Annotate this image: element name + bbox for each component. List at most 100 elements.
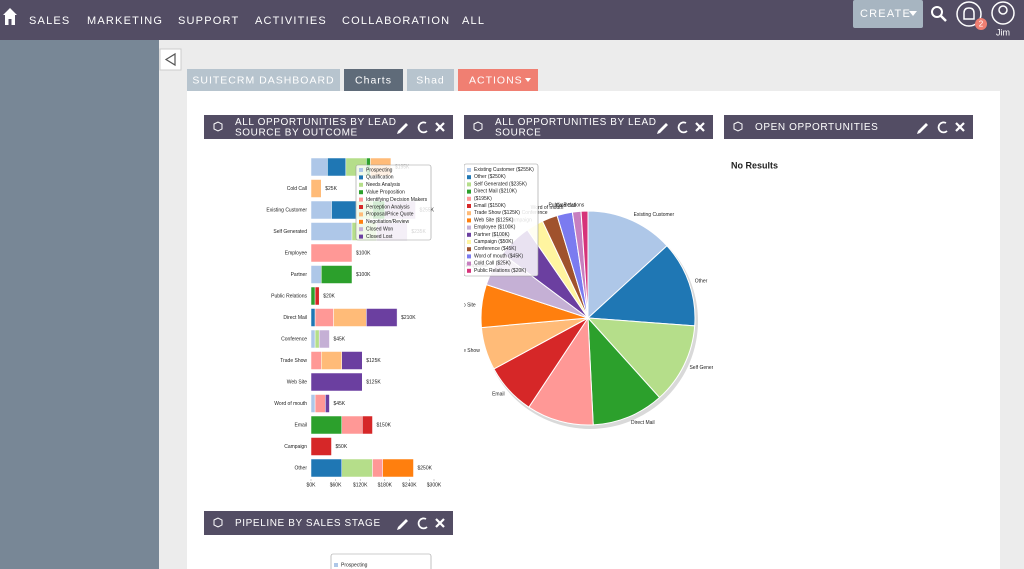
nav-item[interactable]: COLLABORATION	[342, 15, 450, 27]
slice-label: Email	[492, 392, 505, 398]
close-icon[interactable]	[695, 122, 705, 132]
user-icon[interactable]	[991, 1, 1015, 25]
bar-segment	[314, 329, 320, 349]
legend-name: Self Generated	[474, 182, 508, 188]
tab[interactable]	[187, 69, 340, 91]
pie-slice	[586, 317, 696, 399]
x-tick-label: $180K	[378, 482, 393, 488]
tab[interactable]	[344, 69, 403, 91]
refresh-icon[interactable]	[417, 121, 428, 134]
legend-swatch	[467, 254, 471, 259]
nav-item[interactable]: MARKETING	[87, 15, 163, 27]
legend-name: Partner	[474, 232, 491, 238]
bar-segment	[310, 351, 322, 370]
bar-segment	[372, 458, 383, 478]
legend-label: Prospecting	[341, 562, 368, 568]
bar-segment	[366, 308, 398, 327]
caret	[909, 11, 917, 16]
bar-segment	[310, 372, 363, 392]
bar-segment	[310, 308, 316, 327]
legend-swatch	[359, 190, 363, 195]
close-icon[interactable]	[435, 122, 445, 132]
nav-item[interactable]: ALL	[462, 15, 485, 27]
legend-swatch	[359, 197, 363, 202]
legend-value: ($125K)	[502, 211, 520, 217]
tab[interactable]	[458, 69, 538, 91]
slice-label: Trade Show	[453, 348, 480, 354]
legend-swatch	[467, 225, 471, 230]
legend-label: Conference ($45K)	[474, 247, 517, 253]
legend-name: Word of mouth	[474, 254, 507, 260]
edit-icon[interactable]	[397, 519, 408, 530]
row-label: Campaign	[284, 444, 307, 450]
bar-segment	[382, 458, 414, 478]
bar-segment	[310, 200, 332, 220]
nav-item[interactable]: SALES	[29, 15, 70, 27]
legend-label: Perception Analysis	[366, 204, 410, 210]
no-results: No Results	[731, 160, 778, 170]
search-icon[interactable]	[931, 6, 943, 18]
notification-icon[interactable]	[956, 1, 982, 27]
home-icon[interactable]	[3, 8, 17, 25]
legend-swatch	[467, 168, 471, 172]
pie-slice	[580, 210, 589, 319]
legend-swatch	[467, 261, 471, 266]
legend-value: ($235K)	[509, 182, 527, 188]
legend-value: ($20K)	[511, 268, 526, 274]
legend-swatch	[467, 196, 471, 201]
edit-icon[interactable]	[397, 123, 408, 134]
row-label: Self Generated	[273, 229, 307, 235]
bar-segment	[327, 157, 347, 177]
tab-label: Charts	[355, 74, 392, 86]
close-icon[interactable]	[435, 518, 445, 528]
legend-box	[355, 164, 432, 241]
legend-name: Employee	[474, 225, 496, 231]
legend-swatch	[467, 268, 471, 273]
legend-name: Email	[474, 203, 487, 209]
legend-swatch	[467, 218, 471, 223]
row-label: Trade Show	[280, 358, 307, 364]
refresh-icon[interactable]	[417, 517, 428, 530]
bar-segment	[331, 200, 357, 220]
create-label: CREATE	[860, 8, 911, 20]
bar-segment	[310, 329, 316, 349]
bar-segment	[341, 351, 363, 370]
legend-label: Identifying Decision Makers	[366, 197, 428, 203]
sidebar-toggle[interactable]	[159, 48, 182, 71]
row-label: Employee	[285, 250, 307, 256]
pie-slice	[586, 245, 696, 327]
legend-box	[464, 163, 539, 277]
tabs: SUITECRM DASHBOARD Charts Shad ACTIONS	[187, 69, 538, 91]
nav-item[interactable]: ACTIVITIES	[255, 15, 327, 27]
refresh-icon[interactable]	[677, 121, 688, 134]
slice-label: Existing Customer	[634, 212, 675, 218]
nav-item[interactable]: SUPPORT	[178, 15, 239, 27]
row-label: Conference	[281, 336, 307, 342]
tab[interactable]	[407, 69, 454, 91]
row-label: Cold Call	[287, 186, 307, 192]
x-tick-label: $0K	[307, 482, 317, 488]
refresh-icon[interactable]	[937, 121, 948, 134]
legend-label: Direct Mail ($210K)	[474, 189, 517, 195]
caret	[525, 78, 531, 82]
legend-value: ($195K)	[474, 196, 492, 202]
bar-segment	[325, 394, 330, 413]
total-label: $45K	[333, 336, 345, 342]
legend-label: Self Generated ($235K)	[474, 182, 527, 188]
legend-swatch	[359, 175, 363, 180]
edit-icon[interactable]	[917, 123, 928, 134]
bar-segment	[314, 394, 326, 413]
x-tick-label: $300K	[427, 482, 442, 488]
bar-segment	[318, 329, 330, 349]
legend-label: Public Relations ($20K)	[474, 268, 527, 274]
bar-segment	[310, 415, 342, 435]
dashlet-icon	[213, 517, 223, 528]
create-button[interactable]	[853, 0, 923, 28]
close-icon[interactable]	[955, 122, 965, 132]
legend-swatch	[467, 240, 471, 244]
legend-value: ($100K)	[498, 225, 516, 231]
edit-icon[interactable]	[657, 123, 668, 134]
